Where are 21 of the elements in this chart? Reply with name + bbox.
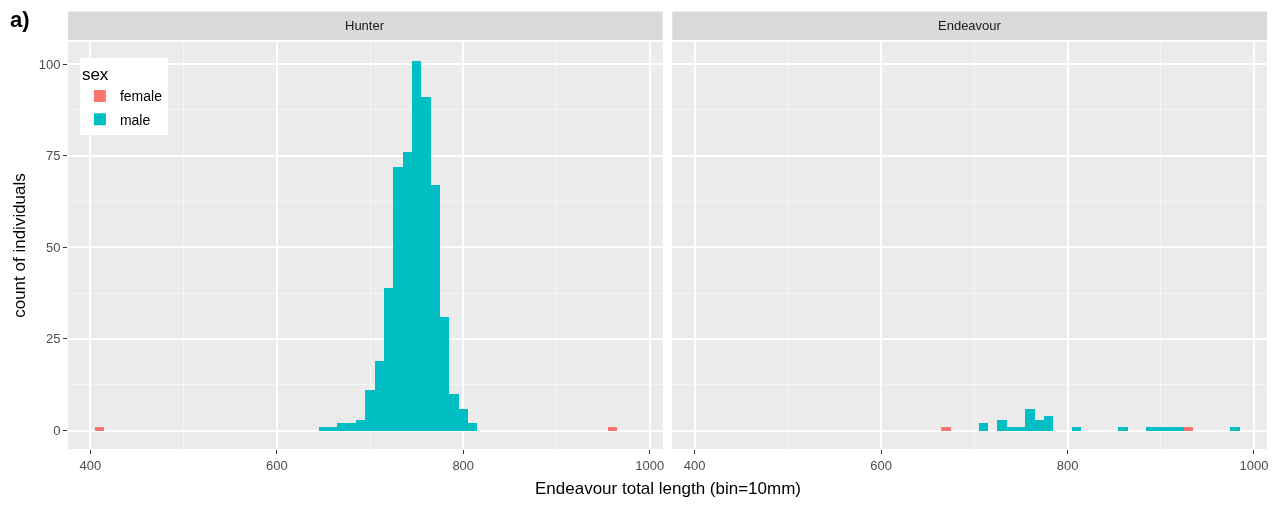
x-tick-label: 600 [265, 457, 288, 473]
x-tick-label: 1000 [635, 457, 665, 473]
legend-title: sex [81, 65, 109, 85]
x-axis-title: Endeavour total length (bin=10mm) [535, 479, 802, 498]
y-tick-label: 75 [45, 148, 61, 164]
y-tick-label: 50 [45, 239, 61, 255]
y-tick-label: 25 [45, 331, 61, 347]
legend-label: male [119, 111, 151, 128]
x-tick-label: 800 [1056, 457, 1079, 473]
chart-title: Hunter [345, 18, 385, 33]
chart-title: Endeavour [938, 18, 1002, 33]
y-tick-label: 0 [53, 423, 61, 439]
x-tick-label: 400 [79, 457, 102, 473]
x-tick-label: 400 [683, 457, 706, 473]
legend-label: female [119, 88, 163, 105]
text: a) [10, 7, 30, 32]
x-tick-label: 600 [870, 457, 892, 473]
x-tick-label: 1000 [1239, 457, 1269, 473]
y-tick-label: 100 [38, 56, 61, 72]
y-axis-title: count of individuals [10, 173, 30, 318]
x-tick-label: 800 [452, 457, 475, 473]
